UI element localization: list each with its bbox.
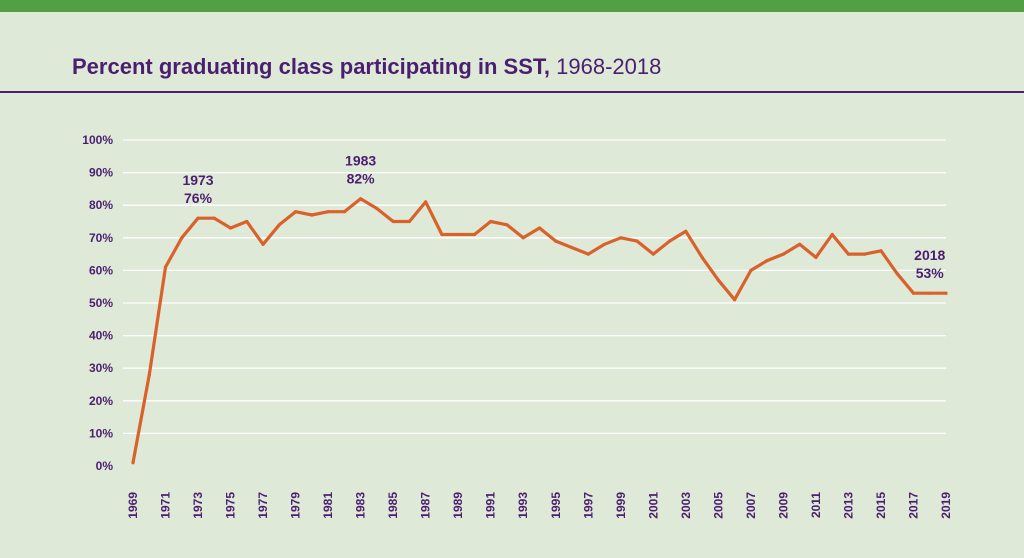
x-tick-label: 1969 [126, 492, 140, 519]
x-tick-label: 1999 [614, 492, 628, 519]
x-tick-label: 1979 [289, 492, 303, 519]
data-point [424, 200, 427, 203]
x-tick-label: 2013 [841, 492, 855, 519]
y-tick-label: 0% [96, 459, 114, 473]
data-point [636, 240, 639, 243]
x-tick-label: 2011 [809, 492, 823, 518]
gridlines [123, 140, 946, 433]
data-point [733, 298, 736, 301]
data-point [831, 233, 834, 236]
data-point [278, 223, 281, 226]
data-point [180, 236, 183, 239]
y-tick-label: 60% [89, 263, 113, 277]
x-axis-ticks: 1969 1971 1973 1975 1977 1979 1981 1983 1985 1987… [126, 492, 953, 519]
data-point [229, 226, 232, 229]
x-tick-label: 2015 [874, 492, 888, 519]
x-tick-label: 1973 [191, 492, 205, 519]
x-tick-label: 1977 [256, 492, 270, 519]
data-point [814, 256, 817, 259]
x-tick-label: 1989 [451, 492, 465, 519]
data-point [148, 373, 151, 376]
data-point [717, 279, 720, 282]
annotation-year: 2018 [914, 247, 945, 263]
data-point [538, 226, 541, 229]
x-tick-label: 1983 [354, 492, 368, 519]
data-point [457, 233, 460, 236]
x-tick-label: 1975 [224, 492, 238, 519]
y-axis-ticks: 0% 10% 20% 30% 40% 50% 60% 70% 80% 90% 100% [82, 133, 113, 473]
data-point [928, 292, 931, 295]
data-point [343, 210, 346, 213]
x-tick-label: 2003 [679, 492, 693, 519]
y-tick-label: 80% [89, 198, 113, 212]
data-point [879, 249, 882, 252]
data-point [652, 253, 655, 256]
data-point [392, 220, 395, 223]
data-point [603, 243, 606, 246]
x-tick-label: 1981 [321, 492, 335, 519]
y-tick-label: 100% [82, 133, 113, 147]
y-tick-label: 20% [89, 394, 113, 408]
x-tick-label: 1991 [484, 492, 498, 519]
data-point [944, 292, 947, 295]
data-point [798, 243, 801, 246]
data-point [375, 207, 378, 210]
data-point [310, 213, 313, 216]
data-point [912, 292, 915, 295]
data-point [440, 233, 443, 236]
data-point [327, 210, 330, 213]
annotation-value: 53% [916, 265, 945, 281]
y-tick-label: 40% [89, 329, 113, 343]
data-point [847, 253, 850, 256]
data-point [473, 233, 476, 236]
x-tick-label: 1971 [159, 492, 173, 519]
x-tick-label: 1993 [516, 492, 530, 519]
line-chart: 0%10%20%30%40%50%60%70%80%90%100% 1969 19… [0, 0, 1024, 558]
data-point [896, 272, 899, 275]
y-tick-label: 70% [89, 231, 113, 245]
x-tick-label: 2017 [906, 492, 920, 519]
data-point [684, 230, 687, 233]
data-point [782, 253, 785, 256]
data-point [766, 259, 769, 262]
annotation-value: 82% [347, 171, 376, 187]
data-point [294, 210, 297, 213]
y-tick-label: 50% [89, 296, 113, 310]
data-point [570, 246, 573, 249]
data-point [213, 217, 216, 220]
data-point [131, 461, 134, 464]
x-tick-label: 2019 [939, 492, 953, 519]
x-tick-label: 2005 [711, 492, 725, 519]
data-point [489, 220, 492, 223]
y-tick-label: 10% [89, 426, 113, 440]
data-point [701, 256, 704, 259]
data-point [359, 197, 362, 200]
data-point [196, 217, 199, 220]
x-tick-label: 1995 [549, 492, 563, 519]
y-tick-label: 30% [89, 361, 113, 375]
data-point [554, 240, 557, 243]
x-tick-label: 1987 [419, 492, 433, 519]
annotation-year: 1973 [182, 172, 213, 188]
data-point [522, 236, 525, 239]
annotation-year: 1983 [345, 153, 376, 169]
data-point [164, 266, 167, 269]
annotation-value: 76% [184, 190, 213, 206]
data-point [505, 223, 508, 226]
x-tick-label: 1985 [386, 492, 400, 519]
y-tick-label: 90% [89, 166, 113, 180]
data-point [749, 269, 752, 272]
data-point [245, 220, 248, 223]
data-point [668, 240, 671, 243]
data-point [587, 253, 590, 256]
x-tick-label: 1997 [581, 492, 595, 519]
data-point [863, 253, 866, 256]
data-point [262, 243, 265, 246]
x-tick-label: 2001 [646, 492, 660, 519]
data-point [408, 220, 411, 223]
x-tick-label: 2009 [776, 492, 790, 519]
data-point [619, 236, 622, 239]
x-tick-label: 2007 [744, 492, 758, 519]
